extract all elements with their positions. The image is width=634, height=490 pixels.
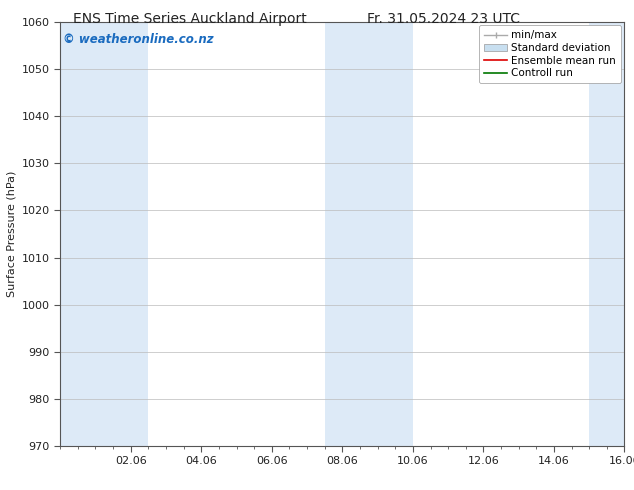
Text: © weatheronline.co.nz: © weatheronline.co.nz	[63, 33, 214, 46]
Bar	[589, 22, 624, 446]
Y-axis label: Surface Pressure (hPa): Surface Pressure (hPa)	[6, 171, 16, 297]
Legend: min/max, Standard deviation, Ensemble mean run, Controll run: min/max, Standard deviation, Ensemble me…	[479, 25, 621, 83]
Bar	[325, 22, 413, 446]
Bar	[60, 22, 148, 446]
Text: Fr. 31.05.2024 23 UTC: Fr. 31.05.2024 23 UTC	[367, 12, 521, 26]
Text: ENS Time Series Auckland Airport: ENS Time Series Auckland Airport	[74, 12, 307, 26]
